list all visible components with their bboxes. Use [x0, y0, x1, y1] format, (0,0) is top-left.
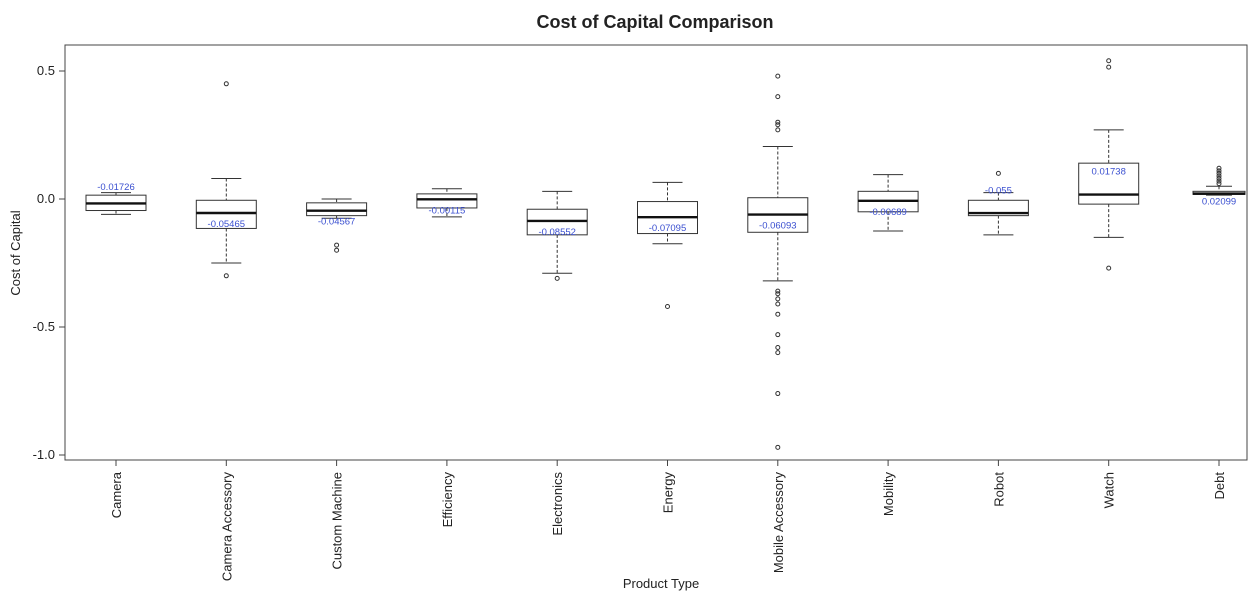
outlier-point	[334, 247, 340, 253]
outlier-point	[1216, 181, 1222, 187]
median-value-label: 0.02099	[1202, 197, 1236, 208]
outlier-point	[1106, 265, 1112, 271]
outlier-point	[1106, 58, 1112, 64]
median-value-label: -0.01726	[97, 182, 135, 193]
outlier-point	[665, 304, 670, 310]
x-tick-label: Mobility	[881, 472, 896, 517]
outlier-point	[775, 119, 781, 125]
box-mobility: -0.00689	[857, 174, 919, 232]
outlier-point	[223, 273, 229, 279]
outlier-point	[1106, 64, 1112, 70]
iqr-box	[306, 202, 368, 217]
x-tick-label: Watch	[1102, 472, 1117, 508]
outlier-point	[775, 311, 781, 317]
outlier-point	[1216, 178, 1222, 184]
box-custom-machine: -0.04567	[306, 198, 368, 253]
box-electronics: -0.08552	[526, 190, 588, 281]
outlier-point	[775, 288, 781, 294]
y-tick-label: -1.0	[33, 447, 55, 462]
outlier-point	[775, 344, 781, 350]
outlier-point	[775, 94, 781, 100]
median-value-label: -0.04567	[318, 217, 356, 228]
x-tick-label: Efficiency	[440, 472, 455, 528]
y-axis-label: Cost of Capital	[8, 210, 23, 295]
plot-frame	[64, 44, 1248, 461]
box-mobile-accessory: -0.06093	[747, 73, 809, 450]
x-tick-label: Energy	[661, 472, 676, 514]
y-tick-label: 0.5	[37, 63, 55, 78]
median-value-label: -0.00115	[428, 205, 465, 216]
box-camera-accessory: -0.05465	[195, 81, 257, 279]
median-value-label: -0.06093	[759, 221, 797, 232]
x-tick-label: Custom Machine	[330, 472, 345, 570]
outlier-point	[775, 444, 781, 450]
x-tick-label: Debt	[1212, 472, 1227, 500]
median-value-label: -0.05465	[208, 219, 246, 230]
box-efficiency: -0.00115	[416, 188, 478, 218]
iqr-box	[416, 193, 478, 209]
outlier-point	[775, 122, 781, 128]
outlier-point	[775, 291, 781, 297]
y-axis: 0.5 0.0 -0.5 -1.0	[33, 63, 65, 462]
box-energy: -0.07095	[637, 181, 698, 310]
x-tick-label: Camera	[109, 471, 124, 518]
median-value-label: -0.07095	[649, 223, 687, 234]
iqr-box	[967, 199, 1029, 217]
box-debt: 0.02099	[1192, 165, 1246, 208]
box-camera: -0.01726	[85, 182, 147, 215]
outlier-point	[995, 170, 1001, 176]
outlier-point	[1216, 173, 1222, 179]
outlier-point	[554, 275, 560, 281]
x-axis: Camera Camera Accessory Custom Machine Effi…	[109, 460, 1227, 581]
x-tick-label: Robot	[991, 472, 1006, 507]
outlier-point	[775, 301, 781, 307]
outlier-point	[775, 350, 781, 356]
median-value-label: -0.08552	[538, 227, 576, 238]
outlier-point	[775, 73, 781, 79]
median-value-label: 0.01738	[1092, 167, 1126, 178]
x-tick-label: Camera Accessory	[219, 472, 234, 582]
x-tick-label: Mobile Accessory	[771, 472, 786, 574]
x-tick-label: Electronics	[550, 472, 565, 536]
median-value-label: -0.00689	[869, 207, 907, 218]
outlier-point	[775, 332, 781, 338]
chart-title: Cost of Capital Comparison	[536, 12, 773, 32]
outlier-point	[775, 391, 781, 397]
outlier-point	[1216, 170, 1222, 176]
box-robot: -0.055	[967, 170, 1029, 236]
outlier-point	[1216, 165, 1222, 171]
outlier-point	[223, 81, 229, 87]
iqr-box	[195, 199, 257, 229]
outlier-point	[1216, 176, 1222, 182]
boxes-group: -0.01726 -0.05465 -0.04567 -0.00115 -0.08552…	[85, 58, 1246, 450]
box-watch: 0.01738	[1078, 58, 1140, 271]
iqr-box	[1078, 162, 1140, 205]
outlier-point	[775, 127, 781, 133]
outlier-point	[1216, 168, 1222, 174]
y-tick-label: 0.0	[37, 191, 55, 206]
outlier-point	[775, 296, 781, 302]
x-axis-label: Product Type	[623, 576, 699, 591]
outlier-point	[334, 242, 340, 248]
median-value-label: -0.055	[985, 185, 1012, 196]
y-tick-label: -0.5	[33, 319, 55, 334]
